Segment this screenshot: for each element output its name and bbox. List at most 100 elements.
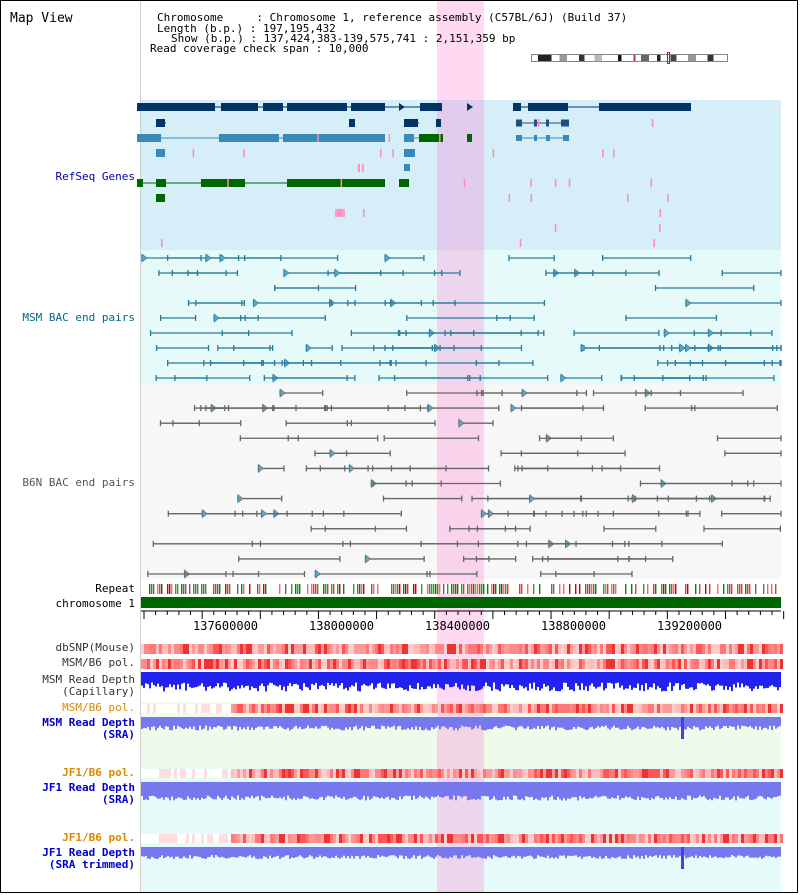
jf1-pol2-cell bbox=[465, 834, 468, 843]
jf1-pol-cell bbox=[561, 769, 564, 778]
msm-depth-sra-bar bbox=[211, 717, 213, 730]
msm-depth-cap-bar bbox=[155, 672, 157, 687]
msm-pol-cell bbox=[372, 659, 375, 669]
msm-depth-sra-bar bbox=[769, 717, 771, 726]
msm-bac-label[interactable]: MSM BAC end pairs bbox=[22, 311, 135, 324]
jf1-trim-spike bbox=[681, 847, 684, 869]
dbsnp-cell bbox=[402, 644, 405, 654]
axis-tick-label: 138000000 bbox=[309, 619, 375, 633]
msm-depth-sra-bar bbox=[305, 717, 307, 729]
gene-exon bbox=[219, 134, 279, 142]
msm-pol2-cell bbox=[504, 704, 507, 713]
jf1-depth-bar bbox=[155, 782, 157, 798]
msm-depth-sra-bar bbox=[273, 717, 275, 727]
msm-pol2-cell bbox=[702, 704, 705, 713]
msm-pol2-cell bbox=[264, 704, 267, 713]
b6n-bac-arrow bbox=[458, 418, 465, 428]
msm-depth-sra-bar bbox=[505, 717, 507, 726]
jf1-trim-bar bbox=[361, 847, 363, 857]
jf1-depth-bar bbox=[773, 782, 775, 798]
jf1-depth-bar bbox=[273, 782, 275, 798]
msm-depth-sra-bar bbox=[593, 717, 595, 730]
dbsnp-cell bbox=[171, 644, 174, 654]
msm-pol-cell bbox=[561, 659, 564, 669]
gene-arrow bbox=[467, 103, 473, 111]
msm-depth-sra-bar bbox=[671, 717, 673, 727]
b6n-bac-label[interactable]: B6N BAC end pairs bbox=[22, 476, 135, 489]
jf1-pol-cell bbox=[606, 769, 609, 778]
msm-pol-cell bbox=[381, 659, 384, 669]
msm-pol2-cell bbox=[597, 704, 600, 713]
jf1-trim-bar bbox=[297, 847, 299, 857]
jf1-depth-bar bbox=[295, 782, 297, 800]
msm-depth-sra-bar bbox=[163, 717, 165, 730]
jf1-depth-bar bbox=[617, 782, 619, 796]
gene-exon bbox=[156, 119, 165, 127]
dbsnp-cell bbox=[405, 644, 408, 654]
dbsnp-cell bbox=[705, 644, 708, 654]
msm-pol-cell bbox=[474, 659, 477, 669]
msm-pol-cell bbox=[162, 659, 165, 669]
jf1-pol-cell bbox=[594, 769, 597, 778]
repeat-element bbox=[455, 584, 457, 594]
gene-exon bbox=[137, 134, 161, 142]
repeat-element bbox=[453, 584, 455, 594]
jf1-trim-bar bbox=[707, 847, 709, 859]
msm-depth-cap-bar bbox=[549, 672, 551, 691]
dbsnp-cell bbox=[429, 644, 432, 654]
jf1-depth-bar bbox=[159, 782, 161, 799]
msm-depth-cap-bar bbox=[607, 672, 609, 683]
jf1-trim-bar bbox=[403, 847, 405, 859]
refseq-label[interactable]: RefSeq Genes bbox=[55, 170, 135, 183]
jf1-depth-bar bbox=[353, 782, 355, 797]
msm-pol2-cell bbox=[237, 704, 240, 713]
jf1-pol-cell bbox=[744, 769, 747, 778]
jf1-trim-bar bbox=[267, 847, 269, 859]
jf1-pol2-cell bbox=[663, 834, 666, 843]
selected-region-highlight[interactable] bbox=[437, 1, 484, 892]
dbsnp-cell bbox=[648, 644, 651, 654]
msm-bac-arrow bbox=[334, 268, 341, 278]
dbsnp-cell bbox=[198, 644, 201, 654]
gene-tick bbox=[659, 224, 661, 232]
jf1-pol2-cell bbox=[186, 834, 189, 843]
repeat-element bbox=[185, 584, 187, 594]
chromosome-ideogram[interactable] bbox=[531, 54, 728, 62]
msm-depth-sra-bar bbox=[507, 717, 509, 727]
msm-depth-cap-bar bbox=[665, 672, 667, 692]
gene-tick bbox=[439, 134, 441, 142]
jf1-pol2-cell bbox=[246, 834, 249, 843]
jf1-pol-cell bbox=[333, 769, 336, 778]
msm-depth-cap-bar bbox=[447, 672, 449, 685]
jf1-trim-bar bbox=[657, 847, 659, 858]
msm-depth-cap-bar bbox=[367, 672, 369, 687]
jf1-depth-bar bbox=[505, 782, 507, 800]
msm-depth-cap-bar bbox=[517, 672, 519, 691]
repeat-element bbox=[463, 584, 465, 594]
jf1-pol2-cell bbox=[234, 834, 237, 843]
msm-depth-sra-bar bbox=[417, 717, 419, 730]
msm-depth-sra-bar bbox=[543, 717, 545, 729]
dbsnp-cell bbox=[678, 644, 681, 654]
msm-depth-cap-bar bbox=[349, 672, 351, 688]
msm-pol2-cell bbox=[714, 704, 717, 713]
jf1-pol-cell bbox=[351, 769, 354, 778]
jf1-trim-bar bbox=[489, 847, 491, 858]
msm-pol-cell bbox=[255, 659, 258, 669]
jf1-depth-bar bbox=[683, 782, 685, 800]
msm-depth-cap-bar bbox=[575, 672, 577, 684]
msm-pol-cell bbox=[228, 659, 231, 669]
jf1-depth-bar bbox=[765, 782, 767, 800]
jf1-trim-bar bbox=[563, 847, 565, 856]
msm-pol-cell bbox=[573, 659, 576, 669]
jf1-pol2-cell bbox=[519, 834, 522, 843]
jf1-trim-bar bbox=[167, 847, 169, 856]
repeat-element bbox=[495, 584, 497, 594]
msm-depth-sra-bar bbox=[311, 717, 313, 728]
msm-depth-cap-bar bbox=[197, 672, 199, 687]
jf1-trim-bar bbox=[335, 847, 337, 856]
jf1-trim-bar bbox=[597, 847, 599, 859]
jf1-depth-bar bbox=[351, 782, 353, 799]
msm-depth-sra-bar bbox=[753, 717, 755, 730]
